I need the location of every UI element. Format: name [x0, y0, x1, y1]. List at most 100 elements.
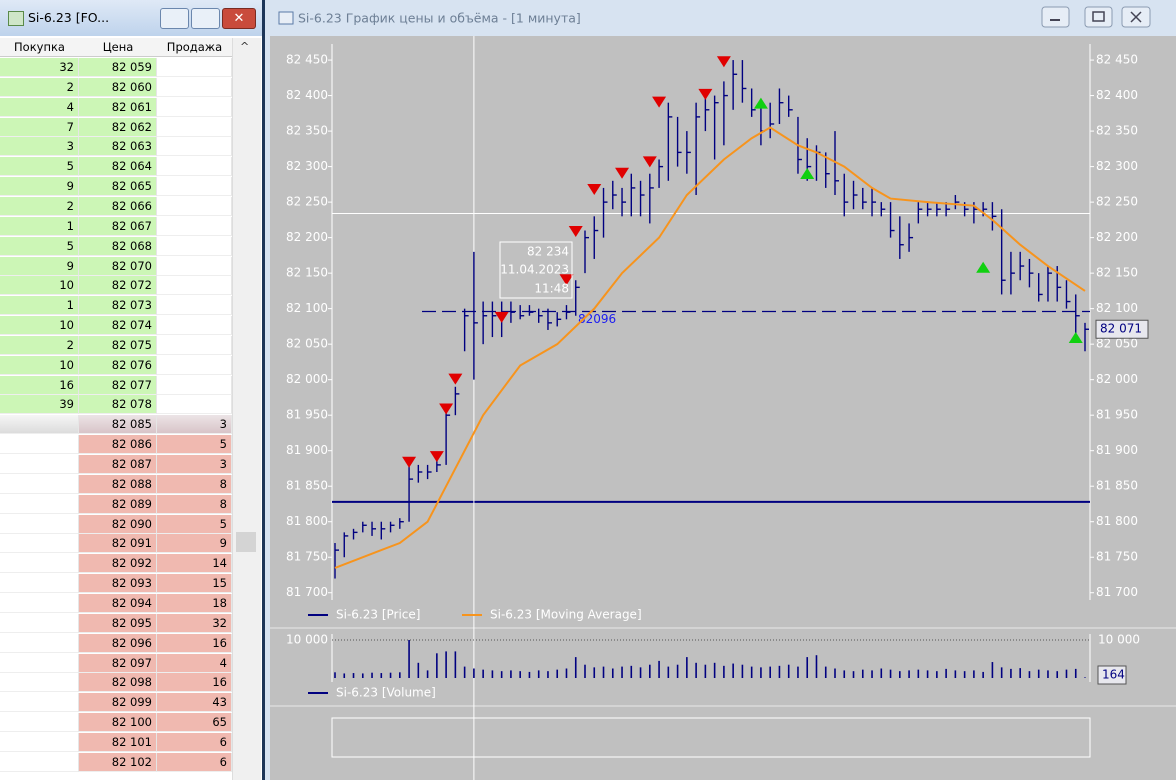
y-tick-label: 81 900 — [1096, 443, 1138, 457]
sell-signal — [402, 456, 417, 468]
empty-cell — [0, 713, 79, 733]
y-tick-label: 82 150 — [286, 266, 328, 280]
scrollbar[interactable]: ^ — [232, 38, 261, 780]
empty-cell — [157, 256, 232, 276]
y-tick-label: 81 950 — [1096, 408, 1138, 422]
y-tick-label: 82 200 — [286, 230, 328, 244]
close-button[interactable]: ✕ — [222, 8, 256, 29]
bid-quantity: 7 — [0, 117, 79, 137]
sell-signal — [716, 56, 731, 68]
bid-price: 82 062 — [79, 117, 157, 137]
column-header: Покупка — [0, 38, 80, 57]
ask-price: 82 100 — [79, 713, 157, 733]
ask-quantity: 5 — [157, 514, 232, 534]
ask-quantity: 65 — [157, 713, 232, 733]
sell-signal — [448, 373, 463, 385]
empty-cell — [157, 216, 232, 236]
minimize-button[interactable] — [1041, 6, 1070, 28]
empty-cell — [0, 752, 79, 772]
bid-price: 82 065 — [79, 177, 157, 197]
maximize-button[interactable] — [191, 8, 220, 29]
ask-quantity: 16 — [157, 673, 232, 693]
last-volume-label: 164 — [1102, 668, 1125, 682]
bid-quantity: 4 — [0, 97, 79, 117]
bid-price: 82 072 — [79, 276, 157, 296]
moving-average — [334, 126, 1086, 569]
tooltip-text: 11.04.2023 — [500, 263, 569, 277]
empty-cell — [157, 296, 232, 316]
bid-quantity: 10 — [0, 355, 79, 375]
y-tick-label: 81 700 — [286, 585, 328, 599]
ask-price: 82 085 — [79, 415, 157, 435]
y-tick-label: 82 450 — [286, 53, 328, 67]
ask-quantity: 5 — [157, 435, 232, 455]
empty-cell — [0, 474, 79, 494]
ask-quantity: 15 — [157, 574, 232, 594]
bid-quantity: 32 — [0, 58, 79, 77]
y-tick-label: 81 900 — [286, 443, 328, 457]
scroll-thumb[interactable] — [236, 532, 256, 552]
y-tick-label: 81 850 — [1096, 479, 1138, 493]
minimize-button[interactable] — [160, 8, 189, 29]
empty-cell — [157, 157, 232, 177]
bid-quantity: 16 — [0, 375, 79, 395]
ask-quantity: 8 — [157, 494, 232, 514]
volume-tick-label: 10 000 — [286, 633, 328, 647]
bid-price: 82 067 — [79, 216, 157, 236]
ask-quantity: 16 — [157, 633, 232, 653]
y-tick-label: 82 250 — [1096, 195, 1138, 209]
empty-cell — [157, 77, 232, 97]
empty-cell — [0, 574, 79, 594]
sell-signal — [439, 403, 454, 415]
empty-cell — [0, 653, 79, 673]
bid-quantity: 2 — [0, 335, 79, 355]
ask-quantity: 4 — [157, 653, 232, 673]
y-tick-label: 82 350 — [286, 124, 328, 138]
legend-ma: Si-6.23 [Moving Average] — [490, 608, 642, 622]
y-tick-label: 82 250 — [286, 195, 328, 209]
bid-price: 82 076 — [79, 355, 157, 375]
ask-quantity: 14 — [157, 554, 232, 574]
empty-cell — [0, 435, 79, 455]
ask-price: 82 091 — [79, 534, 157, 554]
bid-quantity: 1 — [0, 296, 79, 316]
ask-price: 82 086 — [79, 435, 157, 455]
bid-price: 82 059 — [79, 58, 157, 77]
ask-quantity: 8 — [157, 474, 232, 494]
last-price-box — [1095, 319, 1149, 339]
ask-price: 82 090 — [79, 514, 157, 534]
ask-quantity: 6 — [157, 732, 232, 752]
bid-price: 82 077 — [79, 375, 157, 395]
bid-price: 82 070 — [79, 256, 157, 276]
y-tick-label: 82 300 — [286, 159, 328, 173]
ask-price: 82 095 — [79, 613, 157, 633]
sell-signal — [652, 96, 667, 108]
bid-price: 82 068 — [79, 236, 157, 256]
bid-quantity: 10 — [0, 276, 79, 296]
bid-quantity: 2 — [0, 196, 79, 216]
bid-price: 82 078 — [79, 395, 157, 415]
window-title: Si-6.23 [FO... — [28, 10, 110, 25]
y-tick-label: 82 400 — [1096, 88, 1138, 102]
y-tick-label: 82 350 — [1096, 124, 1138, 138]
scroll-up[interactable]: ^ — [240, 40, 250, 53]
empty-cell — [0, 693, 79, 713]
bid-quantity: 39 — [0, 395, 79, 415]
y-tick-label: 82 000 — [286, 372, 328, 386]
empty-pane — [331, 717, 1091, 758]
maximize-button[interactable] — [1084, 6, 1113, 28]
ask-price: 82 096 — [79, 633, 157, 653]
ask-price: 82 088 — [79, 474, 157, 494]
maximize-icon — [1092, 11, 1105, 22]
y-tick-label: 82 050 — [1096, 337, 1138, 351]
y-tick-label: 81 750 — [1096, 550, 1138, 564]
bid-price: 82 073 — [79, 296, 157, 316]
ask-quantity: 3 — [157, 455, 232, 474]
tooltip-text: 11:48 — [534, 282, 569, 296]
window-title: Si-6.23 График цены и объёма - [1 минута… — [298, 11, 581, 26]
tooltip — [499, 241, 573, 299]
ask-price: 82 098 — [79, 673, 157, 693]
y-tick-label: 81 750 — [286, 550, 328, 564]
buy-signal — [753, 97, 768, 109]
